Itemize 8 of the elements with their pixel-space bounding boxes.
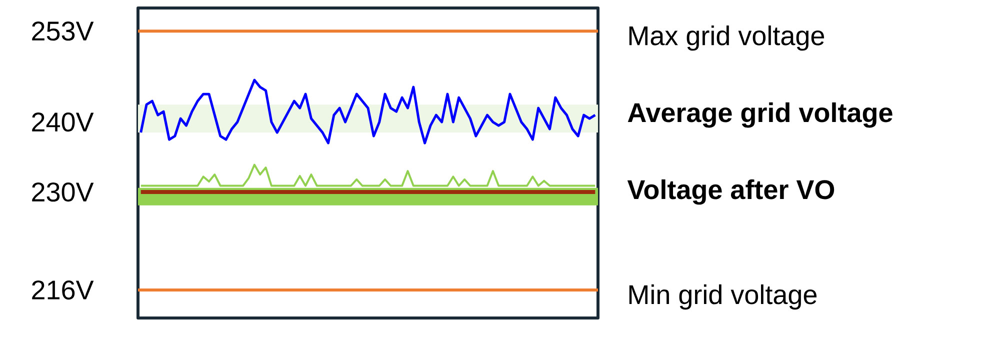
series-label: Average grid voltage <box>628 102 892 128</box>
ref-line-label: Max grid voltage <box>629 25 824 51</box>
y-tick-label: 230V <box>32 182 94 202</box>
series-label: Voltage after VO <box>627 179 834 205</box>
ref-line-label: Min grid voltage <box>629 284 817 310</box>
y-tick-label: 240V <box>32 112 94 132</box>
y-tick-label: 253V <box>32 22 94 41</box>
y-tick-label: 216V <box>32 280 94 300</box>
